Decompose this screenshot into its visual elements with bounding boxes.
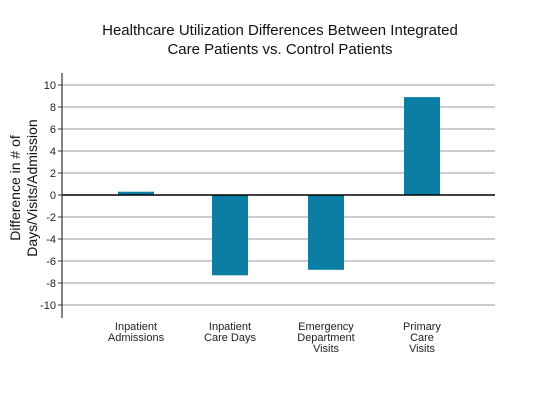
x-category-label: Care Days [204,332,256,344]
x-category-label: Inpatient [209,321,251,333]
y-tick-label: 8 [50,102,56,114]
bar [404,97,440,195]
bar [118,191,154,195]
y-tick-label: 10 [44,80,56,92]
y-tick-label: -4 [46,234,56,246]
x-category-label: Emergency [298,321,354,333]
y-tick-label: 6 [50,124,56,136]
x-category-label: Admissions [108,332,165,344]
y-tick-label: 4 [50,146,56,158]
y-tick-label: 0 [50,190,56,202]
chart-title-line-2: Care Patients vs. Control Patients [167,41,393,58]
y-tick-label: -6 [46,256,56,268]
bar [308,195,344,270]
y-tick-label: 2 [50,168,56,180]
bar [212,195,248,276]
x-category-label: Inpatient [115,321,157,333]
y-tick-label: -2 [46,212,56,224]
y-tick-label: -8 [46,278,56,290]
x-category-label: Visits [409,343,436,355]
chart-title-line-1: Healthcare Utilization Differences Betwe… [102,22,458,39]
x-category-label: Visits [313,343,340,355]
x-category-label: Primary [403,321,441,333]
x-category-label: Department [297,332,354,344]
y-tick-label: -10 [40,300,56,312]
chart-title: Healthcare Utilization Differences Betwe… [0,21,550,59]
x-category-label: Care [410,332,434,344]
